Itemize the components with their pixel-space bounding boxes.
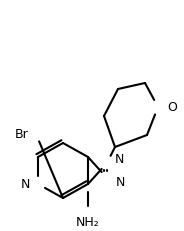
Text: O: O: [167, 101, 177, 114]
Text: Br: Br: [14, 128, 28, 141]
Text: NH₂: NH₂: [76, 216, 100, 228]
Text: N: N: [21, 178, 30, 191]
Text: N: N: [115, 153, 124, 166]
Text: N: N: [116, 176, 125, 189]
